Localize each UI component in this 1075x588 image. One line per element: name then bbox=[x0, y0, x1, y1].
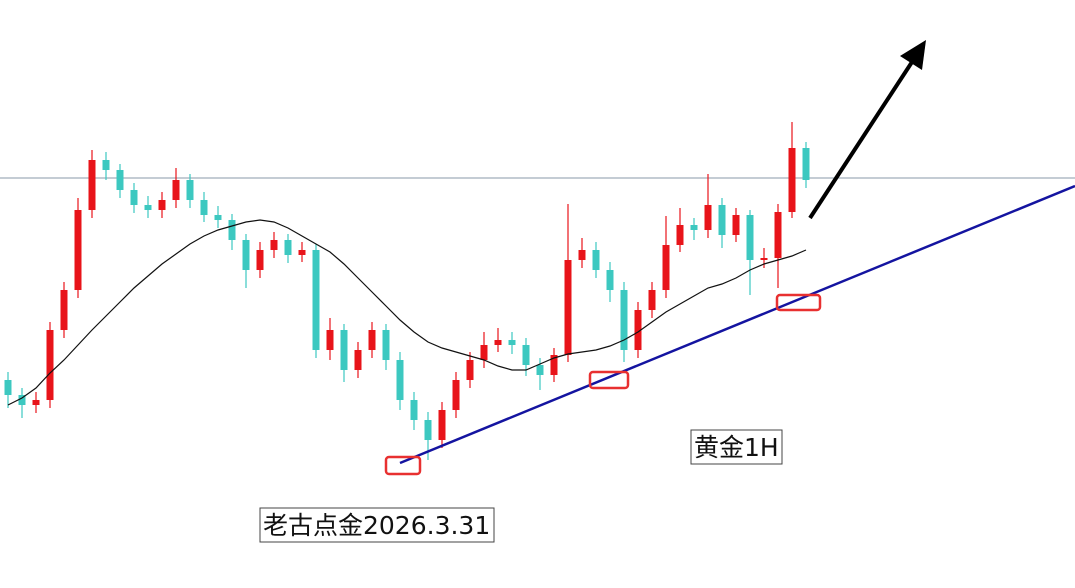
candle-body bbox=[116, 170, 124, 190]
candle-body bbox=[228, 220, 236, 240]
candle-body bbox=[732, 215, 740, 235]
candle-body bbox=[746, 215, 754, 260]
candle-body bbox=[88, 160, 96, 210]
candle-body bbox=[144, 205, 152, 210]
candle-body bbox=[802, 148, 810, 180]
candle-body bbox=[200, 200, 208, 215]
candle-body bbox=[564, 260, 572, 355]
candle-body bbox=[130, 190, 138, 205]
candle-body bbox=[60, 290, 68, 330]
candle-body bbox=[298, 250, 306, 255]
arrow-head bbox=[900, 40, 926, 70]
watermark-label: 老古点金2026.3.31 bbox=[263, 511, 490, 540]
plot bbox=[4, 122, 810, 460]
candle-body bbox=[662, 245, 670, 290]
highlight-box bbox=[384, 455, 422, 476]
candle-body bbox=[508, 340, 516, 345]
candle-body bbox=[242, 240, 250, 270]
candle-body bbox=[466, 360, 474, 380]
label-box bbox=[690, 429, 783, 465]
candle-body bbox=[158, 200, 166, 210]
candle-body bbox=[480, 345, 488, 360]
candle-body bbox=[382, 330, 390, 360]
candle-body bbox=[620, 290, 628, 350]
candle-body bbox=[46, 330, 54, 400]
candle-body bbox=[788, 148, 796, 212]
candle-body bbox=[18, 395, 26, 405]
candle-body bbox=[676, 225, 684, 245]
candle-body bbox=[340, 330, 348, 370]
highlight-box bbox=[775, 293, 822, 312]
candle-body bbox=[606, 270, 614, 290]
candle-body bbox=[522, 345, 530, 365]
candle-body bbox=[592, 250, 600, 270]
candle-body bbox=[690, 225, 698, 230]
candle-body bbox=[578, 250, 586, 260]
candle-body bbox=[718, 205, 726, 235]
candle-body bbox=[704, 205, 712, 230]
candle-body bbox=[494, 340, 502, 345]
trend-line bbox=[399, 184, 1075, 465]
candle-body bbox=[312, 250, 320, 350]
candle-body bbox=[214, 215, 222, 220]
candle-body bbox=[648, 290, 656, 310]
candle-body bbox=[354, 350, 362, 370]
arrow-shaft bbox=[808, 60, 914, 220]
candle-body bbox=[326, 330, 334, 350]
candle-body bbox=[438, 410, 446, 440]
candle-body bbox=[172, 180, 180, 200]
candle-body bbox=[760, 258, 768, 260]
candle-body bbox=[32, 400, 40, 405]
candle-body bbox=[410, 400, 418, 420]
label-box bbox=[259, 507, 495, 543]
moving-average-line bbox=[7, 219, 807, 406]
chart-label: 黄金1H bbox=[694, 433, 779, 462]
candle-body bbox=[452, 380, 460, 410]
candle-body bbox=[284, 240, 292, 255]
candle-body bbox=[186, 180, 194, 200]
candle-body bbox=[396, 360, 404, 400]
candle-body bbox=[74, 210, 82, 290]
candle-body bbox=[774, 212, 782, 258]
candle-body bbox=[368, 330, 376, 350]
candle-body bbox=[102, 160, 110, 170]
candle-body bbox=[4, 380, 12, 395]
candle-body bbox=[536, 365, 544, 375]
candle-body bbox=[424, 420, 432, 440]
candle-body bbox=[550, 355, 558, 375]
candle-body bbox=[270, 240, 278, 250]
highlight-box bbox=[588, 370, 630, 390]
candle-body bbox=[256, 250, 264, 270]
candle-body bbox=[634, 310, 642, 350]
